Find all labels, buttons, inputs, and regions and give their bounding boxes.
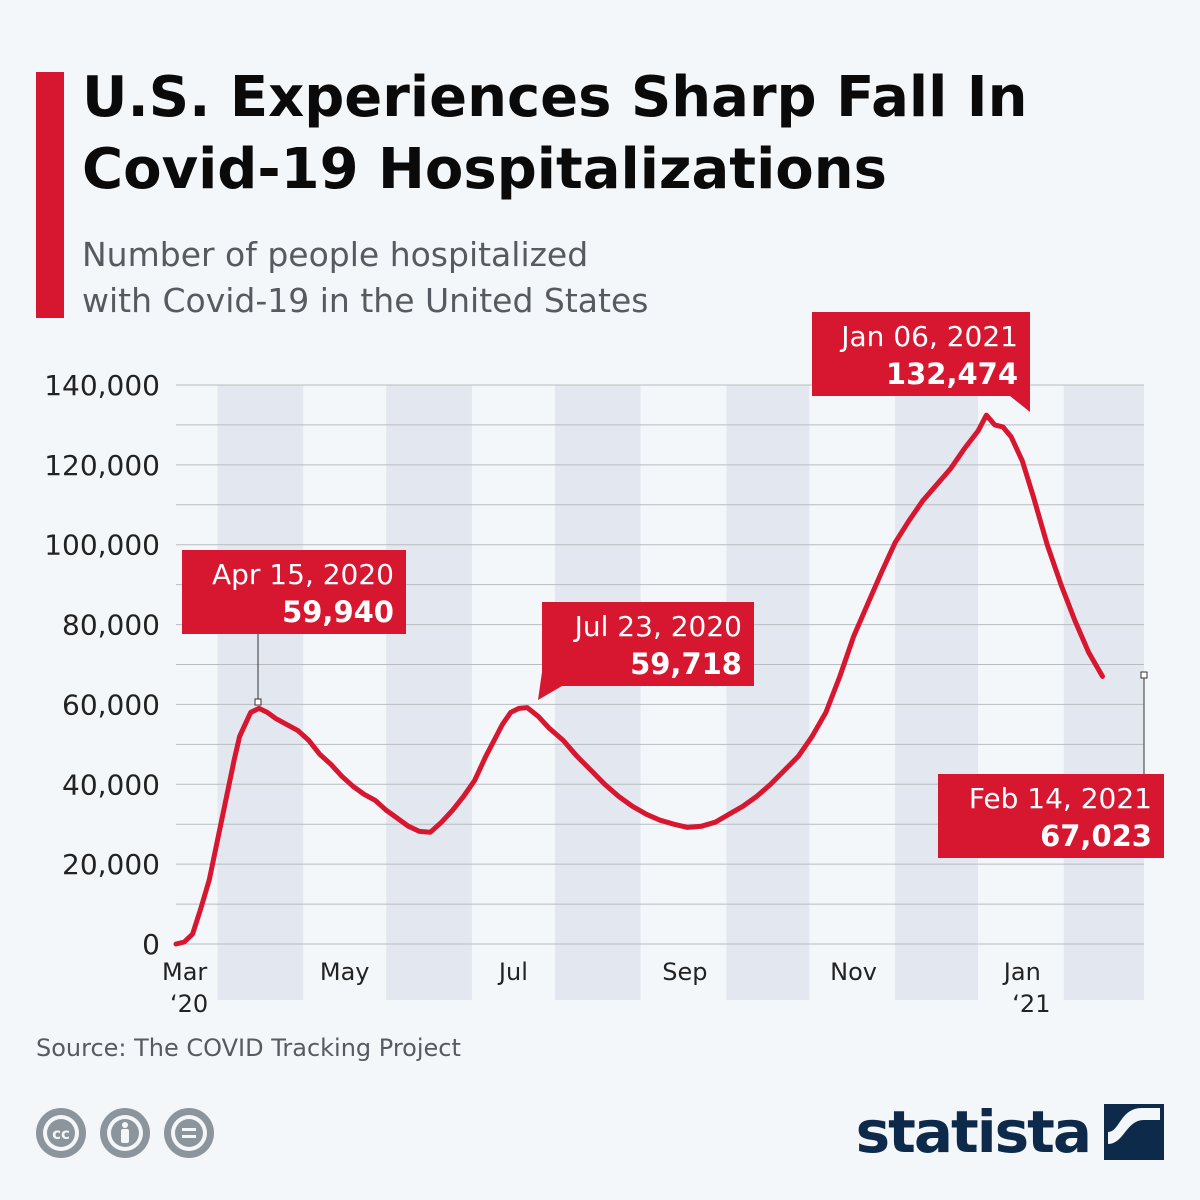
y-tick-label-0: 0 (142, 928, 160, 961)
attribution-icon[interactable] (100, 1108, 150, 1158)
license-icons: cc (36, 1108, 214, 1158)
month-band-4 (895, 385, 979, 1000)
annotation-box-1 (542, 602, 754, 686)
annotation-marker-0 (254, 698, 262, 706)
month-band-0 (217, 385, 304, 1000)
svg-text:cc: cc (52, 1125, 70, 1143)
y-tick-label-4: 80,000 (62, 609, 160, 642)
annotation-2: Jan 06, 2021 132,474 (812, 312, 1030, 412)
month-band-1 (386, 385, 472, 1000)
annotation-value-1: 59,718 (630, 647, 742, 681)
x-tick-sublabel-0: ‘20 (170, 990, 208, 1018)
x-tick-label-3: Sep (662, 958, 707, 986)
month-band-3 (726, 385, 810, 1000)
annotation-date-3: Feb 14, 2021 (969, 782, 1152, 815)
series-line-0 (173, 412, 1105, 947)
x-tick-label-4: Nov (830, 958, 877, 986)
annotation-date-0: Apr 15, 2020 (212, 558, 394, 591)
source-note: Source: The COVID Tracking Project (36, 1034, 461, 1062)
x-tick-label-0: Mar (162, 958, 207, 986)
statista-brand[interactable]: statista (856, 1098, 1164, 1166)
x-tick-sublabel-5: ‘21 (1012, 990, 1050, 1018)
y-tick-label-6: 120,000 (44, 449, 160, 482)
x-tick-label-5: Jan (1002, 958, 1041, 986)
annotation-3: Feb 14, 2021 67,023 (938, 671, 1164, 858)
title-accent-bar (36, 72, 64, 318)
no-derivatives-icon[interactable] (164, 1108, 214, 1158)
y-tick-label-1: 20,000 (62, 848, 160, 881)
y-tick-label-3: 60,000 (62, 688, 160, 721)
x-tick-label-1: May (320, 958, 370, 986)
annotation-1: Jul 23, 2020 59,718 (538, 602, 754, 700)
subtitle-line-2: with Covid-19 in the United States (82, 281, 649, 320)
annotation-box-0 (182, 550, 406, 634)
annotation-value-0: 59,940 (282, 595, 394, 629)
brand-wordmark: statista (855, 1098, 1092, 1166)
subtitle: Number of people hospitalized with Covid… (82, 232, 782, 324)
annotation-0: Apr 15, 2020 59,940 (182, 550, 406, 706)
annotation-value-2: 132,474 (886, 357, 1018, 391)
annotation-value-3: 67,023 (1040, 819, 1152, 853)
annotation-box-2 (812, 312, 1030, 396)
statista-logo-icon (1104, 1104, 1164, 1160)
annotation-box-3 (938, 774, 1164, 858)
month-band-5 (1063, 385, 1144, 1000)
annotation-marker-3 (1140, 671, 1148, 679)
subtitle-line-1: Number of people hospitalized (82, 235, 589, 274)
y-tick-label-2: 40,000 (62, 768, 160, 801)
annotation-date-1: Jul 23, 2020 (573, 610, 742, 643)
y-tick-label-7: 140,000 (44, 369, 160, 402)
y-tick-label-5: 100,000 (44, 529, 160, 562)
month-band-2 (554, 385, 641, 1000)
cc-icon[interactable]: cc (36, 1108, 86, 1158)
page-title: U.S. Experiences Sharp Fall In Covid-19 … (82, 65, 1028, 202)
annotation-date-2: Jan 06, 2021 (839, 320, 1018, 353)
x-tick-label-2: Jul (497, 958, 528, 986)
